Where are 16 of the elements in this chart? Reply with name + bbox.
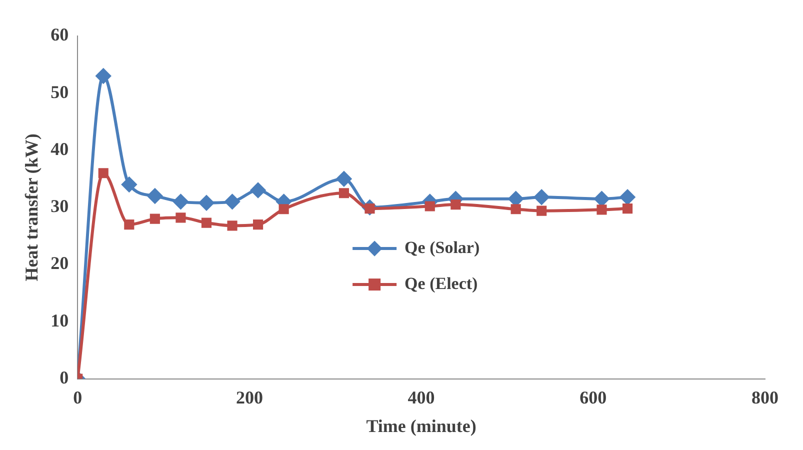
y-axis-title: Heat transfer (kW) [21,134,42,282]
x-tick-label: 0 [73,387,82,408]
y-tick-label: 10 [50,310,69,330]
x-tick-label: 400 [408,387,435,408]
x-axis-title: Time (minute) [366,416,476,436]
legend-label: Qe (Elect) [404,274,478,293]
y-tick-label: 20 [50,253,69,274]
y-tick-label: 40 [50,138,69,159]
y-tick-label: 60 [50,24,69,45]
x-tick-label: 600 [580,387,607,408]
x-tick-label: 800 [752,387,778,408]
x-tick-label: 200 [236,387,263,408]
legend-label: Qe (Solar) [404,238,480,257]
y-tick-label: 0 [60,367,69,388]
y-tick-label: 30 [50,196,69,216]
y-tick-label: 50 [50,82,69,102]
